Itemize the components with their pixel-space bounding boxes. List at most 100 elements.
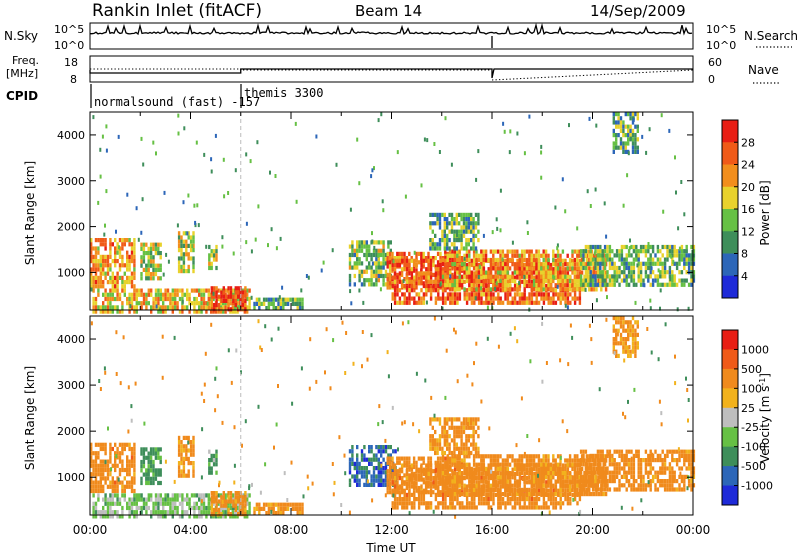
echo-cell [375,457,378,462]
echo-cell [413,497,416,502]
echo-cell [434,484,438,489]
echo-cell [441,274,445,279]
echo-cell [140,272,143,277]
echo-cell [532,287,536,292]
echo-cell [142,459,146,465]
echo-cell [622,124,625,129]
echo-cell [434,467,438,472]
echo-cell [140,263,143,268]
echo-cell [460,225,463,230]
echo-cell [526,220,529,225]
echo-cell [458,249,461,254]
echo-cell [142,301,146,306]
echo-cell [133,497,136,502]
echo-cell [492,266,495,271]
echo-cell [477,300,481,305]
echo-cell [157,480,160,486]
echo-cell [561,283,565,288]
echo-cell [530,471,533,476]
echo-cell [584,244,588,250]
echo-cell [382,466,385,471]
echo-cell [279,236,282,241]
echo-cell [180,235,183,240]
echo-cell [114,488,117,494]
echo-cell [104,254,107,259]
echo-cell [166,305,170,310]
echo-cell [152,468,155,473]
echo-cell [422,275,426,280]
echo-cell [133,463,136,468]
echo-cell [542,270,545,275]
echo-cell [680,249,684,254]
echo-cell [636,137,639,142]
echo-cell [157,309,160,314]
echo-cell [472,471,476,476]
echo-cell [205,514,208,519]
echo-cell [102,292,105,297]
echo-cell [603,274,607,279]
echo-cell [410,267,414,272]
echo-cell [118,309,122,314]
echo-cell [150,510,153,515]
echo-cell [482,249,485,254]
echo-cell [224,505,227,511]
echo-cell [618,282,621,287]
echo-cell [585,262,589,267]
echo-cell [518,283,521,288]
echo-cell [556,274,560,279]
echo-cell [629,124,632,129]
echo-cell [210,290,213,295]
echo-cell [613,278,616,283]
echo-cell [504,466,507,471]
echo-cell [566,292,570,297]
echo-cell [351,449,354,454]
echo-cell [147,292,150,297]
echo-cell [501,492,505,497]
echo-cell [157,301,160,306]
echo-cell [501,262,505,267]
echo-cell [214,309,218,314]
echo-cell [126,472,129,477]
echo-cell [99,459,102,464]
echo-cell [523,292,526,297]
echo-cell [425,501,428,506]
echo-cell [177,131,180,136]
echo-cell [552,497,555,502]
echo-cell [238,305,241,310]
echo-cell [480,253,483,258]
echo-cell [480,257,483,263]
echo-cell [401,283,404,289]
echo-cell [668,265,672,271]
echo-cell [603,201,606,206]
echo-cell [214,514,218,519]
echo-cell [680,253,684,258]
echo-cell [368,282,371,287]
nsky-panel [89,22,694,50]
echo-cell [427,484,430,489]
echo-cell [470,479,473,484]
echo-cell [566,278,569,284]
echo-cell [467,238,470,243]
echo-cell [129,304,132,309]
echo-cell [147,288,150,293]
echo-cell [496,466,500,471]
echo-cell [149,272,153,277]
echo-cell [508,483,512,488]
echo-cell [398,490,401,495]
echo-cell [212,514,215,519]
echo-cell [618,249,621,254]
echo-cell [92,451,95,456]
echo-cell [386,473,389,478]
echo-cell [564,463,567,468]
echo-cell [94,238,98,243]
echo-cell [234,298,237,303]
echo-cell [647,244,650,250]
echo-cell [456,253,459,258]
echo-cell [298,511,302,516]
echo-cell [396,471,399,476]
echo-cell [94,442,98,447]
echo-cell [208,265,211,271]
nsky-trace [90,22,693,48]
echo-cell [248,501,251,506]
echo-cell [401,501,404,506]
